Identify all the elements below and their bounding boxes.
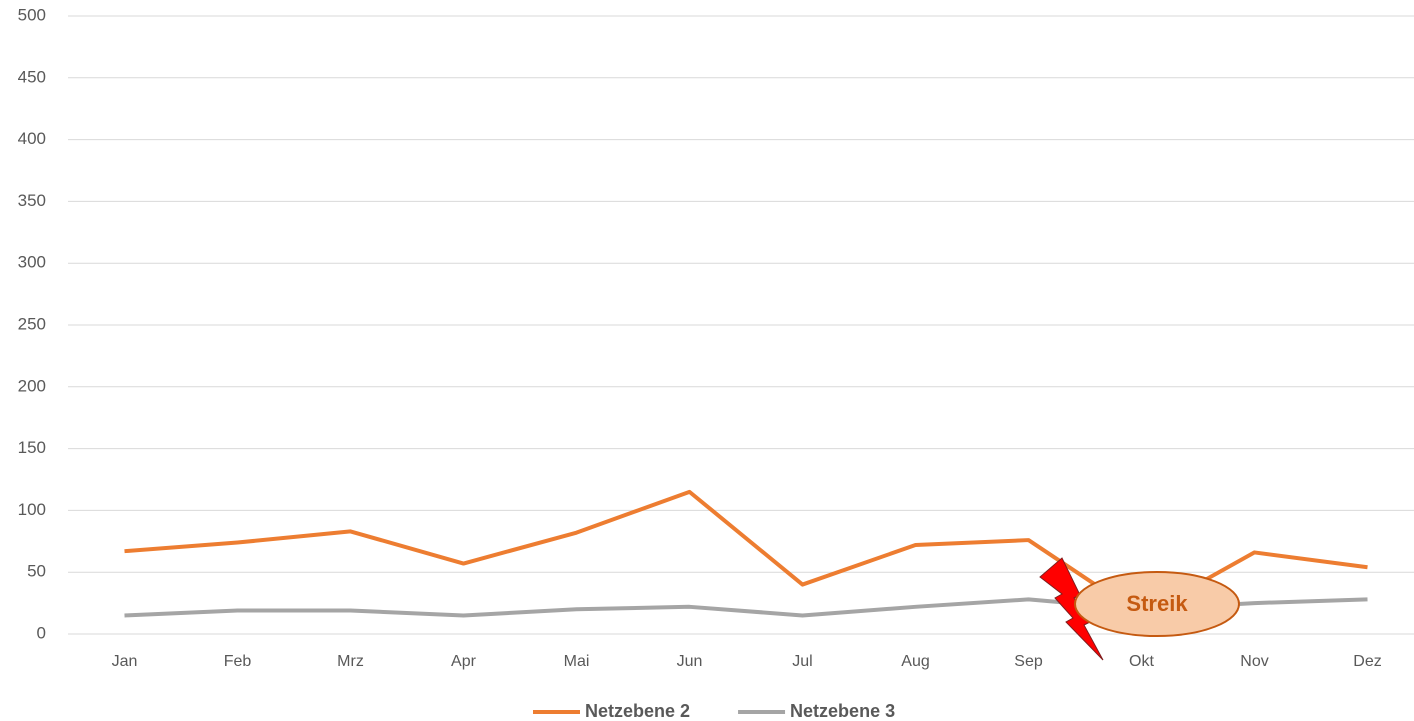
y-tick-label: 300 (18, 253, 46, 272)
y-tick-label: 0 (37, 623, 46, 642)
x-tick-label: Aug (901, 653, 929, 670)
y-tick-label: 400 (18, 129, 46, 148)
x-tick-label: Feb (224, 653, 252, 670)
x-tick-label: Nov (1240, 653, 1268, 670)
y-tick-label: 500 (18, 5, 46, 24)
x-tick-label: Jan (112, 653, 138, 670)
legend-label: Netzebene 2 (585, 701, 690, 721)
y-tick-label: 100 (18, 500, 46, 519)
y-tick-label: 200 (18, 376, 46, 395)
y-tick-label: 50 (27, 562, 46, 581)
callout (1074, 571, 1240, 637)
x-tick-label: Okt (1129, 653, 1154, 670)
legend-label: Netzebene 3 (790, 701, 895, 721)
x-tick-label: Sep (1014, 653, 1043, 670)
y-tick-label: 150 (18, 438, 46, 457)
annotation: Streik (1039, 557, 1240, 661)
y-tick-label: 250 (18, 314, 46, 333)
x-tick-label: Dez (1353, 653, 1381, 670)
lightning-bolt (1039, 557, 1104, 661)
x-tick-label: Jul (792, 653, 812, 670)
annotation-text: Streik (1126, 591, 1188, 616)
x-tick-label: Apr (451, 653, 477, 670)
y-tick-label: 450 (18, 67, 46, 86)
x-tick-label: Mrz (337, 653, 364, 670)
grid (68, 15, 1414, 635)
x-tick-label: Jun (677, 653, 703, 670)
x-tick-label: Mai (564, 653, 590, 670)
y-tick-label: 350 (18, 191, 46, 210)
